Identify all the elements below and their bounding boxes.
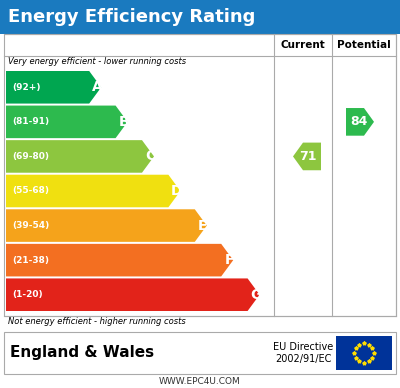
Polygon shape [346,108,374,136]
Text: Energy Efficiency Rating: Energy Efficiency Rating [8,8,255,26]
Bar [4,332,396,374]
Text: E: E [198,218,208,232]
Text: Potential: Potential [337,40,391,50]
Polygon shape [6,209,207,242]
Polygon shape [6,279,260,311]
Text: (55-68): (55-68) [12,187,49,196]
Polygon shape [6,106,128,138]
Text: (69-80): (69-80) [12,152,49,161]
Bar [4,34,396,316]
Text: F: F [224,253,234,267]
Text: (21-38): (21-38) [12,256,49,265]
Bar [0,0,400,34]
Text: Very energy efficient - lower running costs: Very energy efficient - lower running co… [8,57,186,66]
Text: C: C [145,149,155,163]
Text: (1-20): (1-20) [12,290,43,299]
Polygon shape [293,143,321,170]
Polygon shape [6,71,101,104]
Text: B: B [118,115,129,129]
Text: (92+): (92+) [12,83,40,92]
Text: WWW.EPC4U.COM: WWW.EPC4U.COM [159,378,241,386]
Polygon shape [6,140,154,173]
Text: 84: 84 [350,115,368,128]
Text: Current: Current [281,40,325,50]
Text: D: D [171,184,182,198]
Text: 71: 71 [299,150,317,163]
Text: England & Wales: England & Wales [10,345,154,360]
Text: G: G [250,288,261,302]
Bar [336,336,392,370]
Text: EU Directive
2002/91/EC: EU Directive 2002/91/EC [273,342,333,364]
Text: Not energy efficient - higher running costs: Not energy efficient - higher running co… [8,317,186,326]
Text: (81-91): (81-91) [12,117,49,126]
Polygon shape [6,244,233,276]
Text: A: A [92,80,102,94]
Text: (39-54): (39-54) [12,221,49,230]
Polygon shape [6,175,180,207]
